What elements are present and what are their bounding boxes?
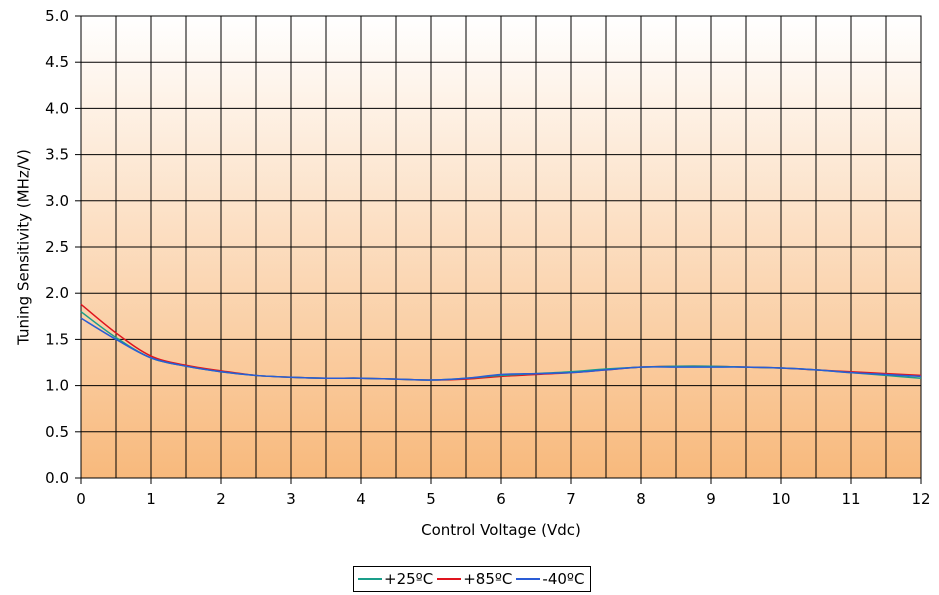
y-axis-ticks: 0.0 0.5 1.0 1.5 2.0 2.5 3.0 3.5 4.0 4.5 5.0: [45, 7, 81, 487]
legend-swatch-minus40c: [516, 578, 541, 580]
x-tick-label: 1: [146, 490, 156, 508]
y-tick-label: 3.5: [45, 146, 69, 164]
series-lines: [80, 303, 922, 381]
series-line-2: [80, 317, 922, 381]
y-tick-label: 4.5: [45, 53, 69, 71]
legend-swatch-85c: [437, 578, 462, 580]
x-axis-title: Control Voltage (Vdc): [421, 521, 581, 539]
legend-item-85c: +85ºC: [437, 570, 512, 588]
y-tick-label: 5.0: [45, 7, 69, 25]
x-tick-label: 5: [426, 490, 436, 508]
y-tick-label: 0.0: [45, 469, 69, 487]
y-tick-label: 4.0: [45, 99, 69, 117]
y-tick-label: 2.0: [45, 284, 69, 302]
legend-label-25c: +25ºC: [384, 570, 434, 588]
chart-legend: +25ºC +85ºC -40ºC: [353, 566, 592, 592]
y-axis-title: Tuning Sensitivity (MHz/V): [15, 149, 33, 346]
x-tick-label: 4: [356, 490, 366, 508]
y-tick-label: 2.5: [45, 238, 69, 256]
x-tick-label: 7: [566, 490, 576, 508]
legend-item-25c: +25ºC: [358, 570, 433, 588]
x-tick-label: 6: [496, 490, 506, 508]
legend-label-85c: +85ºC: [463, 570, 513, 588]
y-tick-label: 1.5: [45, 330, 69, 348]
grid-lines: [81, 16, 921, 478]
x-tick-label: 8: [636, 490, 646, 508]
x-tick-label: 9: [706, 490, 716, 508]
x-tick-label: 12: [911, 490, 930, 508]
x-tick-label: 3: [286, 490, 296, 508]
y-tick-label: 3.0: [45, 192, 69, 210]
y-tick-label: 1.0: [45, 377, 69, 395]
x-tick-label: 10: [771, 490, 790, 508]
x-tick-label: 0: [76, 490, 86, 508]
legend-item-minus40c: -40ºC: [516, 570, 584, 588]
x-axis-ticks: 0 1 2 3 4 5 6 7 8 9 10 11 12: [76, 478, 931, 508]
legend-label-minus40c: -40ºC: [542, 570, 585, 588]
x-tick-label: 11: [841, 490, 860, 508]
x-tick-label: 2: [216, 490, 226, 508]
line-chart: 0 1 2 3 4 5 6 7 8 9 10 11 12 0.00.51.01.52.02.53.03.…: [15, 7, 931, 539]
legend-swatch-25c: [358, 578, 382, 580]
y-tick-label: 0.5: [45, 423, 69, 441]
